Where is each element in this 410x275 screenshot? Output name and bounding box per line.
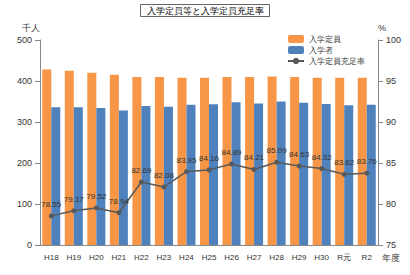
svg-text:H25: H25 — [202, 253, 217, 262]
svg-text:79.52: 79.52 — [86, 192, 107, 201]
svg-text:100: 100 — [17, 199, 32, 209]
svg-text:入学定員: 入学定員 — [309, 35, 341, 44]
svg-text:85.09: 85.09 — [267, 146, 288, 155]
svg-text:年度: 年度 — [382, 253, 400, 263]
svg-text:90: 90 — [386, 117, 396, 127]
svg-text:千人: 千人 — [22, 23, 40, 33]
svg-text:78.55: 78.55 — [41, 200, 62, 209]
svg-text:H21: H21 — [112, 253, 127, 262]
svg-text:入学定員等と入学定員充足率: 入学定員等と入学定員充足率 — [147, 6, 264, 16]
svg-text:82.69: 82.69 — [131, 166, 152, 175]
svg-text:入学定員充足率: 入学定員充足率 — [309, 57, 365, 66]
svg-text:80: 80 — [386, 199, 396, 209]
svg-text:83.76: 83.76 — [357, 157, 378, 166]
svg-text:H23: H23 — [157, 253, 172, 262]
svg-text:H20: H20 — [89, 253, 104, 262]
svg-text:78.94: 78.94 — [109, 197, 130, 206]
svg-text:200: 200 — [17, 158, 32, 168]
svg-text:R2: R2 — [362, 253, 373, 262]
svg-text:入学者: 入学者 — [309, 46, 333, 55]
svg-text:H27: H27 — [247, 253, 262, 262]
svg-text:H22: H22 — [134, 253, 149, 262]
svg-text:84.63: 84.63 — [289, 150, 310, 159]
svg-text:H26: H26 — [224, 253, 239, 262]
svg-text:300: 300 — [17, 117, 32, 127]
svg-text:H28: H28 — [269, 253, 284, 262]
svg-text:85: 85 — [386, 158, 396, 168]
svg-text:82.08: 82.08 — [154, 171, 175, 180]
svg-text:84.21: 84.21 — [244, 153, 265, 162]
svg-text:H30: H30 — [314, 253, 329, 262]
svg-text:H29: H29 — [292, 253, 307, 262]
svg-text:95: 95 — [386, 76, 396, 86]
svg-text:84.89: 84.89 — [222, 148, 243, 157]
svg-text:%: % — [378, 23, 386, 33]
svg-text:84.32: 84.32 — [312, 153, 333, 162]
svg-text:83.62: 83.62 — [334, 158, 355, 167]
svg-text:83.95: 83.95 — [176, 156, 197, 165]
svg-text:H19: H19 — [66, 253, 81, 262]
svg-text:400: 400 — [17, 76, 32, 86]
svg-text:R元: R元 — [337, 253, 351, 262]
svg-text:100: 100 — [386, 35, 401, 45]
svg-text:75: 75 — [386, 240, 396, 250]
svg-text:500: 500 — [17, 35, 32, 45]
svg-text:79.17: 79.17 — [64, 195, 85, 204]
svg-text:H24: H24 — [179, 253, 194, 262]
svg-text:0: 0 — [27, 240, 32, 250]
svg-text:H18: H18 — [44, 253, 59, 262]
svg-text:84.16: 84.16 — [199, 154, 220, 163]
